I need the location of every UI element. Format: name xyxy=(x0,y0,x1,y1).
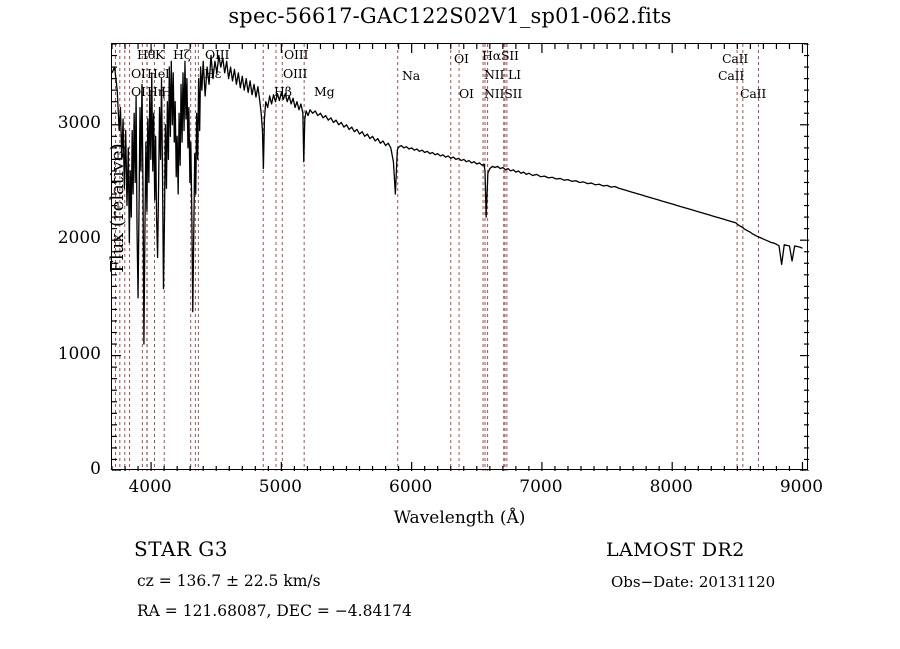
spectral-line-label: Hβ xyxy=(274,84,292,99)
spectral-line-label: NIISII xyxy=(484,86,523,101)
spectral-line-label: Hε xyxy=(204,66,221,81)
spectral-line-label: Hη xyxy=(147,84,165,99)
spectral-line-label: HθK xyxy=(137,47,165,62)
spectral-line-label: OI xyxy=(454,51,469,66)
spectral-line-label: OIII xyxy=(205,47,230,62)
y-tick-label: 1000 xyxy=(57,343,101,364)
object-class-label: STAR G3 xyxy=(134,537,229,561)
y-tick-label: 0 xyxy=(90,459,101,479)
spectral-line-label: CaII xyxy=(740,86,767,101)
x-tick-label: 9000 xyxy=(779,477,824,497)
spectral-line-label: OI xyxy=(131,84,146,99)
spectral-line-label: HαSII xyxy=(482,48,519,63)
spectral-line-label: Hζ xyxy=(173,47,191,62)
spectral-line-label: OI xyxy=(131,66,146,81)
redshift-velocity-label: cz = 136.7 ± 22.5 km/s xyxy=(137,572,321,590)
page-title: spec-56617-GAC122S02V1_sp01-062.fits xyxy=(228,4,672,28)
observation-date-label: Obs−Date: 20131120 xyxy=(611,573,776,591)
spectral-line-label: OIII xyxy=(283,66,308,81)
spectral-line-label: H xyxy=(161,84,172,99)
x-tick-label: 7000 xyxy=(519,477,563,497)
spectral-line-label: CaII xyxy=(722,51,749,66)
x-tick-label: 5000 xyxy=(258,477,302,497)
spectral-line-label: Na xyxy=(402,68,420,83)
y-axis-title: Flux (relative) xyxy=(107,143,128,273)
spectral-line-label: OI xyxy=(459,86,474,101)
x-tick-label: 8000 xyxy=(649,477,693,497)
spectral-line-label: CaII xyxy=(718,68,745,83)
spectrum-canvas xyxy=(112,44,809,471)
y-tick-label: 2000 xyxy=(57,228,101,249)
x-tick-label: 4000 xyxy=(128,477,172,497)
x-axis-title: Wavelength (Å) xyxy=(393,508,526,528)
spectral-line-markers xyxy=(115,44,759,471)
spectrum-plot-area xyxy=(111,43,809,471)
spectral-line-label: HeI xyxy=(147,66,170,81)
flux-trace xyxy=(112,54,803,345)
spectral-line-label: Mg xyxy=(314,84,335,99)
axis-ticks xyxy=(112,44,809,471)
spectral-line-label: NII LI xyxy=(484,67,521,82)
x-tick-label: 6000 xyxy=(389,477,433,497)
coordinates-label: RA = 121.68087, DEC = −4.84174 xyxy=(137,602,412,620)
survey-label: LAMOST DR2 xyxy=(606,539,745,561)
y-tick-label: 3000 xyxy=(57,112,101,133)
spectral-line-label: OIII xyxy=(284,47,309,62)
